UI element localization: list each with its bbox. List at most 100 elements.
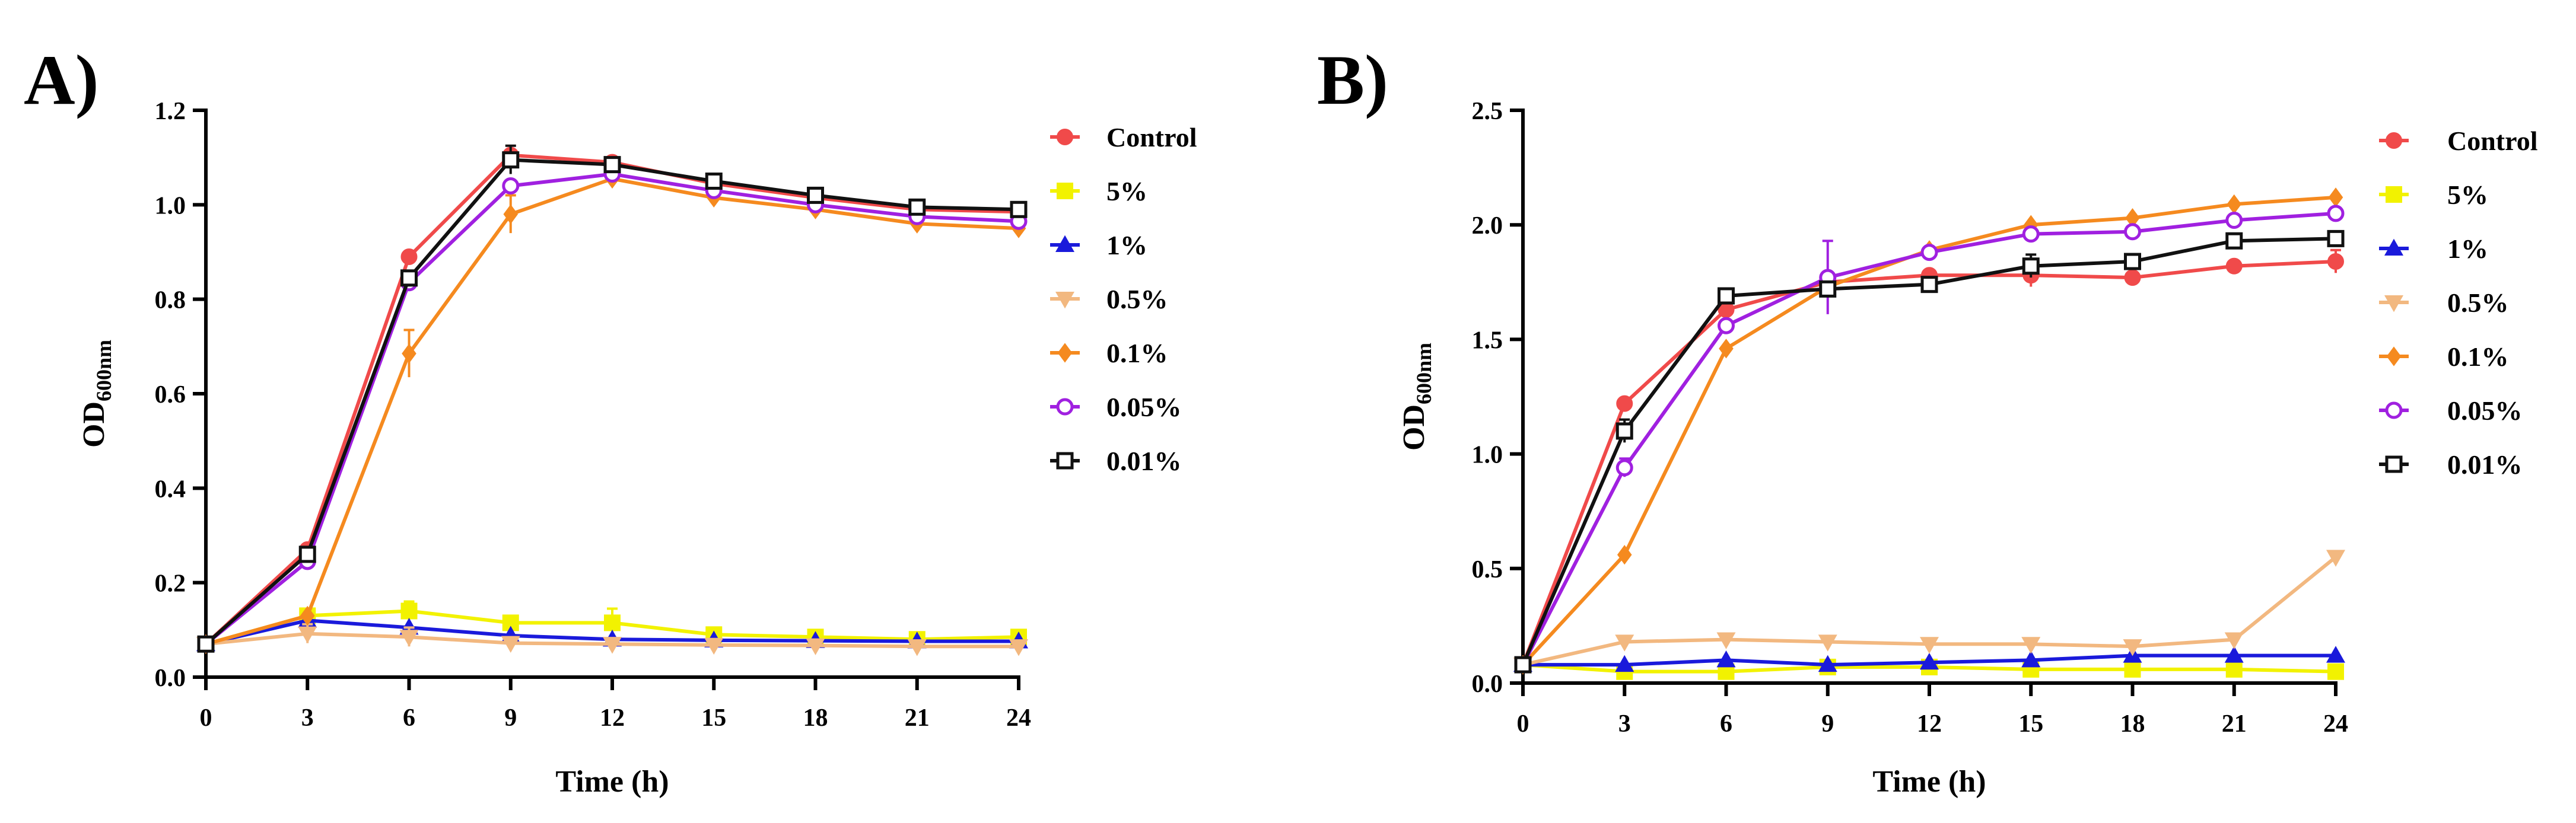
- y-tick-label: 0.6: [155, 381, 186, 409]
- x-tick-label: 21: [905, 704, 930, 732]
- data-point: [2326, 646, 2346, 663]
- series-line: [205, 158, 1019, 646]
- legend-label: 0.5%: [1106, 284, 1168, 314]
- legend-marker: [2386, 132, 2402, 149]
- data-point: [1615, 634, 1634, 652]
- data-point: [2124, 661, 2141, 678]
- data-point: [2326, 550, 2346, 567]
- data-point: [2225, 661, 2243, 678]
- data-point: [1719, 339, 1734, 359]
- legend-label: 0.05%: [2447, 395, 2523, 426]
- legend-entry: 0.05%: [2379, 395, 2523, 426]
- data-point: [2327, 253, 2344, 270]
- legend-label: 5%: [2447, 180, 2488, 210]
- legend-marker: [1057, 129, 1073, 145]
- data-point: [399, 630, 419, 647]
- legend-entry: Control: [1050, 122, 1197, 152]
- legend-marker: [2385, 401, 2403, 419]
- legend-entry: 1%: [2379, 234, 2488, 264]
- legend-entry: Control: [2379, 126, 2538, 156]
- data-point: [2022, 257, 2040, 275]
- legend-marker: [2386, 346, 2402, 366]
- series-0-5pct: [196, 623, 1029, 656]
- legend-marker: [1055, 291, 1075, 309]
- data-point: [1718, 317, 1735, 334]
- data-point: [603, 156, 621, 174]
- x-tick-label: 18: [803, 704, 828, 732]
- panel-label: B): [1317, 40, 1388, 119]
- x-axis-title: Time (h): [555, 765, 669, 799]
- data-point: [2225, 232, 2243, 250]
- data-point: [2224, 646, 2244, 663]
- y-tick-label: 1.2: [155, 98, 186, 125]
- x-tick-label: 15: [2018, 710, 2043, 738]
- x-tick-label: 15: [701, 704, 726, 732]
- y-axis-title: OD600nm: [1397, 343, 1436, 451]
- x-tick-label: 6: [403, 704, 415, 732]
- series-line: [1521, 237, 2336, 666]
- series-line: [205, 172, 1019, 646]
- legend-label: 0.5%: [2447, 288, 2509, 318]
- y-tick-label: 0.4: [155, 476, 186, 503]
- legend-entry: 5%: [2379, 180, 2488, 210]
- y-tick-label: 0.0: [1472, 671, 1503, 698]
- data-point: [1818, 634, 1837, 652]
- x-tick-label: 24: [1006, 704, 1031, 732]
- data-point: [298, 626, 317, 644]
- data-point: [2022, 225, 2040, 243]
- series-0-1pct: [198, 168, 1026, 654]
- y-tick-label: 0.8: [155, 287, 186, 314]
- data-point: [1010, 200, 1028, 218]
- data-point: [400, 602, 418, 620]
- data-point: [402, 343, 416, 363]
- legend-entry: 0.01%: [2379, 449, 2523, 480]
- data-point: [1920, 244, 1938, 261]
- legend-marker: [2384, 295, 2404, 312]
- legend-entry: 0.01%: [1050, 446, 1182, 476]
- legend-entry: 1%: [1050, 230, 1147, 260]
- legend-label: Control: [2447, 126, 2538, 156]
- data-point: [197, 635, 215, 653]
- legend-label: Control: [1106, 122, 1197, 152]
- x-tick-label: 9: [1821, 710, 1834, 738]
- legend-marker: [1056, 452, 1074, 470]
- data-point: [2124, 253, 2141, 270]
- data-point: [2124, 269, 2141, 286]
- panel-label: A): [24, 40, 99, 119]
- series-0-1pct: [1515, 187, 2343, 675]
- legend-entry: 0.05%: [1050, 392, 1182, 422]
- legend-marker: [1057, 343, 1073, 363]
- legend-entry: 5%: [1050, 176, 1147, 206]
- y-tick-label: 1.0: [1472, 442, 1503, 469]
- legend-marker: [2385, 455, 2403, 473]
- legend-entry: 0.1%: [2379, 342, 2509, 372]
- chart-panel-b: B) 0 3 6 9 12 15 18 21 24 0.0 0.5 1.0 1.5 2.0 2.5 Time (…: [1317, 40, 2538, 799]
- x-tick-label: 12: [600, 704, 625, 732]
- legend-entry: 0.5%: [2379, 288, 2509, 318]
- x-tick-label: 24: [2323, 710, 2348, 738]
- series-line: [205, 177, 1019, 646]
- data-point: [1716, 650, 1736, 668]
- x-tick-label: 3: [1618, 710, 1631, 738]
- data-point: [1819, 280, 1837, 298]
- data-point: [705, 173, 723, 190]
- data-point: [2327, 205, 2345, 222]
- data-point: [2327, 663, 2344, 680]
- data-point: [1920, 276, 1938, 294]
- legend-label: 5%: [1106, 176, 1147, 206]
- legend-label: 1%: [1106, 230, 1147, 260]
- data-point: [1919, 637, 1939, 654]
- data-point: [2225, 211, 2243, 229]
- legend-entry: 0.1%: [1050, 338, 1168, 368]
- series-line: [204, 153, 1019, 646]
- data-point: [2123, 639, 2142, 656]
- legend-label: 0.1%: [1106, 338, 1168, 368]
- legend-label: 0.05%: [1106, 392, 1182, 422]
- series-control: [1515, 248, 2344, 674]
- data-point: [2224, 632, 2244, 649]
- data-point: [1615, 422, 1633, 440]
- y-axis-title: OD600nm: [77, 340, 116, 448]
- legend-marker: [2386, 186, 2402, 203]
- data-point: [2227, 194, 2242, 215]
